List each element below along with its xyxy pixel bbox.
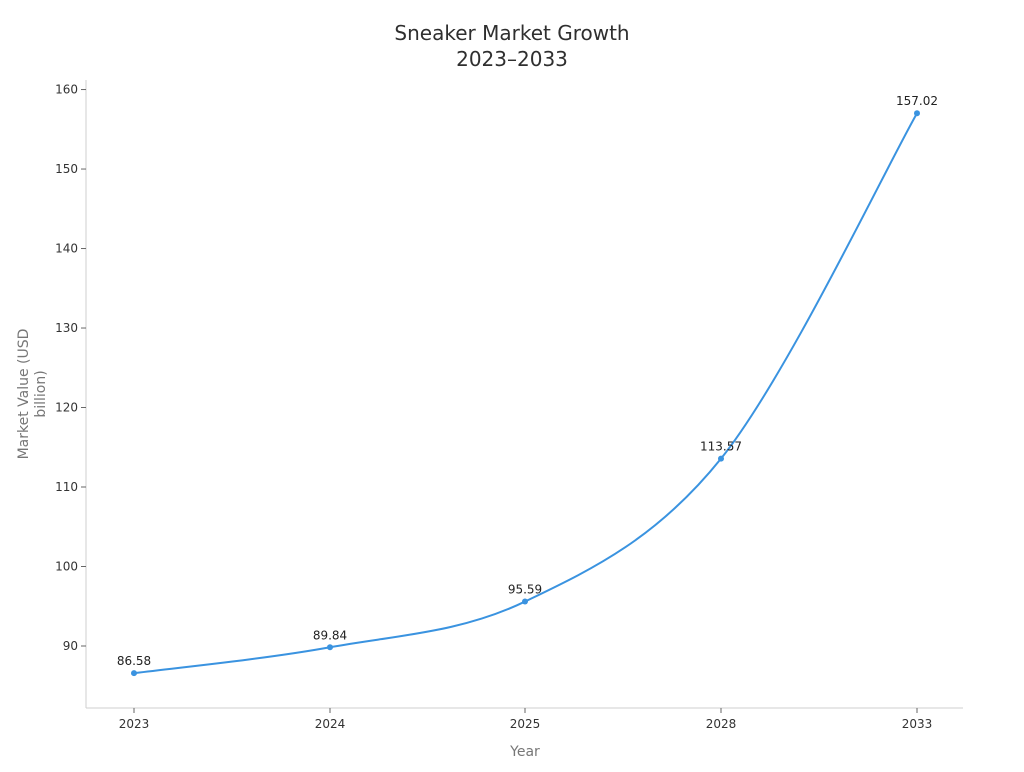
- y-axis-title-line-2: billion): [33, 370, 49, 417]
- data-point: [327, 644, 333, 651]
- data-point: [522, 598, 528, 605]
- y-ticks-group: 90 100 110 120 130 140 150 160: [55, 83, 86, 653]
- data-point: [131, 670, 137, 677]
- x-tick-label: 2023: [119, 717, 150, 731]
- chart-subtitle: 2023–2033: [456, 47, 568, 71]
- y-tick-label: 90: [63, 639, 78, 653]
- axes-group: [85, 80, 963, 709]
- x-tick-label: 2024: [315, 717, 346, 731]
- x-tick-label: 2025: [510, 717, 541, 731]
- y-axis-title: Market Value (USDbillion): [16, 329, 49, 460]
- x-tick-label: 2028: [706, 717, 737, 731]
- data-label: 113.57: [700, 440, 742, 454]
- y-tick-label: 130: [55, 321, 78, 335]
- y-tick-label: 110: [55, 480, 78, 494]
- x-tick-label: 2033: [902, 717, 933, 731]
- chart-title: Sneaker Market Growth: [394, 21, 629, 45]
- data-label: 86.58: [117, 654, 151, 668]
- y-tick-label: 120: [55, 401, 78, 415]
- data-point: [914, 110, 920, 117]
- data-point: [718, 455, 724, 462]
- y-axis-title-line-1: Market Value (USD: [16, 329, 32, 460]
- x-ticks-group: 2023 2024 2025 2028 2033: [119, 708, 933, 731]
- y-tick-label: 160: [55, 83, 78, 97]
- data-label: 157.02: [896, 94, 938, 108]
- x-axis-title: Year: [509, 744, 540, 760]
- data-label: 89.84: [313, 628, 347, 642]
- chart-title-group: Sneaker Market Growth 2023–2033: [394, 21, 629, 71]
- data-labels-group: 86.58 89.84 95.59 113.57 157.02: [117, 94, 938, 668]
- y-tick-label: 150: [55, 162, 78, 176]
- data-points-group: [131, 110, 920, 677]
- y-tick-label: 140: [55, 242, 78, 256]
- y-tick-label: 100: [55, 560, 78, 574]
- data-label: 95.59: [508, 583, 542, 597]
- series-line: [133, 112, 918, 675]
